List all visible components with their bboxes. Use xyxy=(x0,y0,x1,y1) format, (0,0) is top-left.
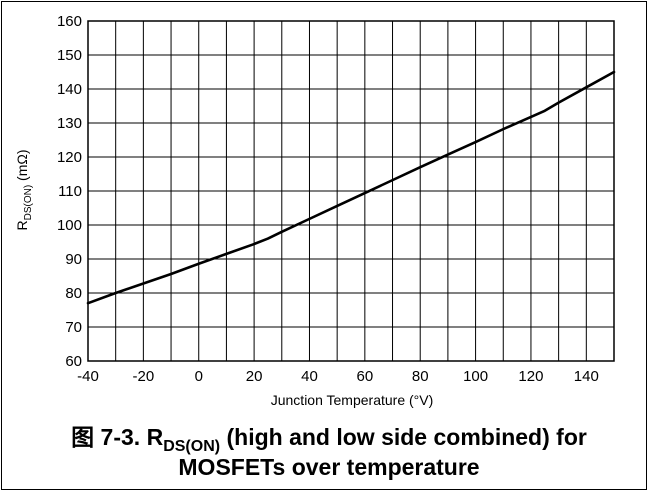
x-tick-label: 0 xyxy=(195,368,203,385)
x-tick-label: -40 xyxy=(77,368,99,385)
figure-caption-line2: MOSFETs over temperature xyxy=(178,454,479,480)
y-tick-label: 70 xyxy=(65,319,82,336)
x-tick-label: 80 xyxy=(412,368,429,385)
x-tick-label: 140 xyxy=(574,368,599,385)
y-tick-label: 100 xyxy=(57,217,82,234)
y-axis-label: RDS(ON) (mΩ) xyxy=(14,149,34,230)
x-tick-label: 60 xyxy=(356,368,373,385)
x-tick-label: 20 xyxy=(246,368,263,385)
y-tick-label: 110 xyxy=(58,183,82,200)
y-tick-label: 90 xyxy=(65,251,82,268)
y-tick-label: 80 xyxy=(65,285,82,302)
y-tick-label: 160 xyxy=(57,13,82,30)
series-line xyxy=(86,70,616,305)
x-tick-label: -20 xyxy=(133,368,155,385)
y-tick-label: 150 xyxy=(57,47,82,64)
x-axis-label: Junction Temperature (°V) xyxy=(271,392,434,408)
x-tick-label: 40 xyxy=(301,368,318,385)
y-tick-label: 140 xyxy=(57,81,82,98)
chart-series xyxy=(86,70,616,305)
chart-grid xyxy=(87,20,615,362)
y-tick-label: 60 xyxy=(65,353,82,370)
x-tick-labels: -40 -20 0 20 40 60 80 100 120 140 xyxy=(77,368,599,385)
y-tick-labels: 60 70 80 90 100 110 120 130 140 150 160 xyxy=(57,13,82,370)
plot-area-border xyxy=(87,20,615,362)
y-tick-label: 130 xyxy=(57,115,82,132)
x-tick-label: 120 xyxy=(518,368,543,385)
y-tick-label: 120 xyxy=(57,149,82,166)
figure-caption-line1: 图 7-3. RDS(ON) (high and low side combin… xyxy=(71,424,587,455)
x-tick-label: 100 xyxy=(463,368,488,385)
